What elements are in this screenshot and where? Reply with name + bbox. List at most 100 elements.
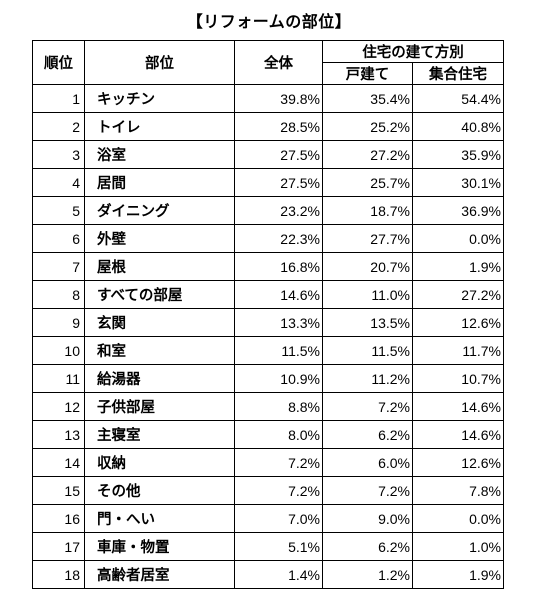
rank-cell: 12 bbox=[32, 392, 85, 421]
rank-cell: 16 bbox=[32, 504, 85, 533]
detached-cell: 7.2% bbox=[322, 392, 413, 421]
table-title: 【リフォームの部位】 bbox=[186, 12, 352, 31]
total-cell: 27.5% bbox=[234, 140, 323, 169]
header-apartment: 集合住宅 bbox=[412, 62, 504, 85]
reform-parts-table: 順位 部位 全体 住宅の建て方別 戸建て 集合住宅 1 キッチン 39.8% 35.4… bbox=[32, 40, 504, 589]
part-cell: 高齢者居室 bbox=[84, 560, 235, 589]
header-detached: 戸建て bbox=[322, 62, 413, 85]
part-cell: 子供部屋 bbox=[84, 392, 235, 421]
rank-cell: 13 bbox=[32, 420, 85, 449]
table-row: 15 その他 7.2% 7.2% 7.8% bbox=[32, 476, 504, 505]
table-row: 5 ダイニング 23.2% 18.7% 36.9% bbox=[32, 196, 504, 225]
detached-cell: 35.4% bbox=[322, 84, 413, 113]
rank-cell: 15 bbox=[32, 476, 85, 505]
part-cell: 車庫・物置 bbox=[84, 532, 235, 561]
detached-cell: 6.0% bbox=[322, 448, 413, 477]
apartment-cell: 54.4% bbox=[412, 84, 504, 113]
part-cell: 外壁 bbox=[84, 224, 235, 253]
apartment-cell: 0.0% bbox=[412, 504, 504, 533]
apartment-cell: 10.7% bbox=[412, 364, 504, 393]
total-cell: 16.8% bbox=[234, 252, 323, 281]
apartment-cell: 1.0% bbox=[412, 532, 504, 561]
header-rank: 順位 bbox=[32, 40, 85, 85]
table-row: 14 収納 7.2% 6.0% 12.6% bbox=[32, 448, 504, 477]
detached-cell: 27.7% bbox=[322, 224, 413, 253]
table-row: 17 車庫・物置 5.1% 6.2% 1.0% bbox=[32, 532, 504, 561]
part-cell: 和室 bbox=[84, 336, 235, 365]
part-cell: 給湯器 bbox=[84, 364, 235, 393]
total-cell: 7.2% bbox=[234, 476, 323, 505]
table-row: 18 高齢者居室 1.4% 1.2% 1.9% bbox=[32, 560, 504, 589]
table-row: 13 主寝室 8.0% 6.2% 14.6% bbox=[32, 420, 504, 449]
total-cell: 13.3% bbox=[234, 308, 323, 337]
detached-cell: 27.2% bbox=[322, 140, 413, 169]
total-cell: 14.6% bbox=[234, 280, 323, 309]
detached-cell: 11.2% bbox=[322, 364, 413, 393]
rank-cell: 10 bbox=[32, 336, 85, 365]
total-cell: 5.1% bbox=[234, 532, 323, 561]
total-cell: 10.9% bbox=[234, 364, 323, 393]
header-part: 部位 bbox=[84, 40, 235, 85]
total-cell: 27.5% bbox=[234, 168, 323, 197]
rank-cell: 18 bbox=[32, 560, 85, 589]
rank-cell: 3 bbox=[32, 140, 85, 169]
rank-cell: 2 bbox=[32, 112, 85, 141]
detached-cell: 25.2% bbox=[322, 112, 413, 141]
detached-cell: 11.5% bbox=[322, 336, 413, 365]
part-cell: 居間 bbox=[84, 168, 235, 197]
header-by-housing-type: 住宅の建て方別 bbox=[322, 40, 504, 63]
total-cell: 22.3% bbox=[234, 224, 323, 253]
apartment-cell: 12.6% bbox=[412, 308, 504, 337]
apartment-cell: 7.8% bbox=[412, 476, 504, 505]
apartment-cell: 1.9% bbox=[412, 252, 504, 281]
part-cell: 屋根 bbox=[84, 252, 235, 281]
table-row: 8 すべての部屋 14.6% 11.0% 27.2% bbox=[32, 280, 504, 309]
part-cell: キッチン bbox=[84, 84, 235, 113]
total-cell: 7.0% bbox=[234, 504, 323, 533]
table-row: 12 子供部屋 8.8% 7.2% 14.6% bbox=[32, 392, 504, 421]
rank-cell: 8 bbox=[32, 280, 85, 309]
detached-cell: 11.0% bbox=[322, 280, 413, 309]
part-cell: トイレ bbox=[84, 112, 235, 141]
apartment-cell: 27.2% bbox=[412, 280, 504, 309]
table-row: 1 キッチン 39.8% 35.4% 54.4% bbox=[32, 84, 504, 113]
table-row: 6 外壁 22.3% 27.7% 0.0% bbox=[32, 224, 504, 253]
apartment-cell: 11.7% bbox=[412, 336, 504, 365]
detached-cell: 18.7% bbox=[322, 196, 413, 225]
part-cell: すべての部屋 bbox=[84, 280, 235, 309]
apartment-cell: 40.8% bbox=[412, 112, 504, 141]
part-cell: 門・へい bbox=[84, 504, 235, 533]
table-row: 7 屋根 16.8% 20.7% 1.9% bbox=[32, 252, 504, 281]
apartment-cell: 14.6% bbox=[412, 420, 504, 449]
part-cell: ダイニング bbox=[84, 196, 235, 225]
total-cell: 8.8% bbox=[234, 392, 323, 421]
header-total: 全体 bbox=[234, 40, 323, 85]
table-row: 2 トイレ 28.5% 25.2% 40.8% bbox=[32, 112, 504, 141]
part-cell: 玄関 bbox=[84, 308, 235, 337]
rank-cell: 7 bbox=[32, 252, 85, 281]
detached-cell: 20.7% bbox=[322, 252, 413, 281]
total-cell: 11.5% bbox=[234, 336, 323, 365]
table-row: 16 門・へい 7.0% 9.0% 0.0% bbox=[32, 504, 504, 533]
rank-cell: 1 bbox=[32, 84, 85, 113]
total-cell: 7.2% bbox=[234, 448, 323, 477]
apartment-cell: 36.9% bbox=[412, 196, 504, 225]
detached-cell: 1.2% bbox=[322, 560, 413, 589]
rank-cell: 14 bbox=[32, 448, 85, 477]
table-row: 10 和室 11.5% 11.5% 11.7% bbox=[32, 336, 504, 365]
part-cell: 主寝室 bbox=[84, 420, 235, 449]
part-cell: 収納 bbox=[84, 448, 235, 477]
detached-cell: 6.2% bbox=[322, 532, 413, 561]
rank-cell: 17 bbox=[32, 532, 85, 561]
rank-cell: 4 bbox=[32, 168, 85, 197]
part-cell: その他 bbox=[84, 476, 235, 505]
total-cell: 28.5% bbox=[234, 112, 323, 141]
total-cell: 8.0% bbox=[234, 420, 323, 449]
part-cell: 浴室 bbox=[84, 140, 235, 169]
rank-cell: 9 bbox=[32, 308, 85, 337]
detached-cell: 25.7% bbox=[322, 168, 413, 197]
apartment-cell: 35.9% bbox=[412, 140, 504, 169]
apartment-cell: 1.9% bbox=[412, 560, 504, 589]
detached-cell: 6.2% bbox=[322, 420, 413, 449]
detached-cell: 9.0% bbox=[322, 504, 413, 533]
